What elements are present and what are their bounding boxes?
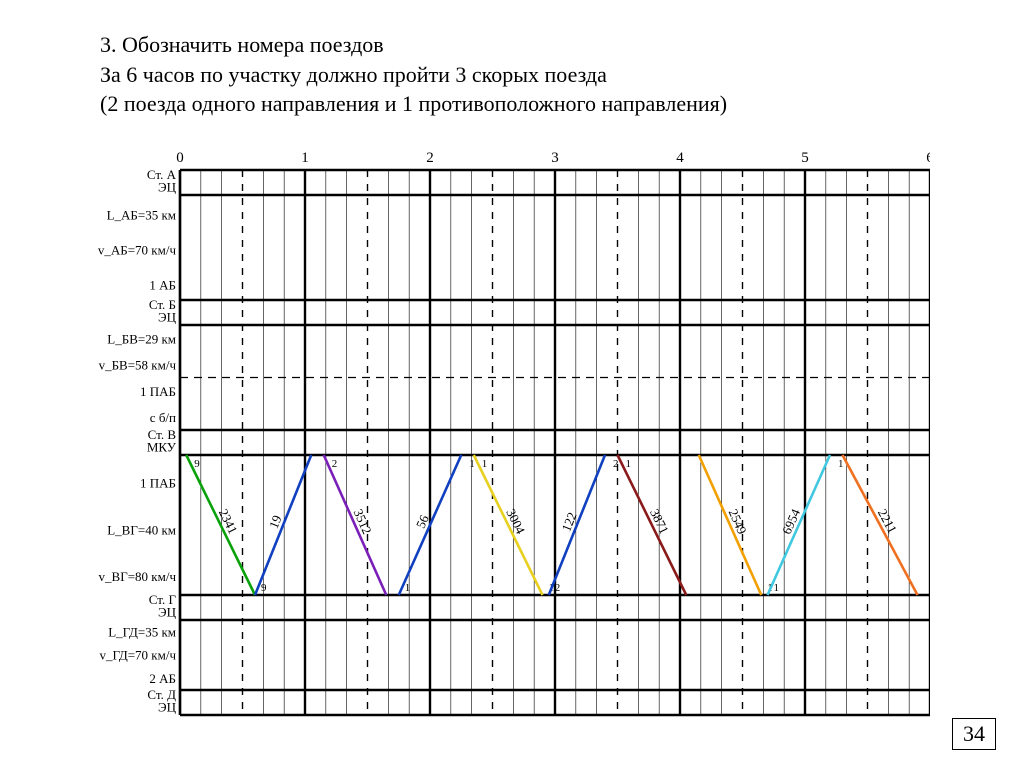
hour-label: 5 bbox=[801, 150, 809, 166]
row-label: ЭЦ bbox=[158, 699, 177, 714]
hour-label: 1 bbox=[301, 150, 309, 166]
end-digit: 2 bbox=[332, 458, 338, 470]
row-label: ЭЦ bbox=[158, 604, 177, 619]
row-label: v_ГД=70 км/ч bbox=[99, 648, 176, 663]
end-digit: 1 bbox=[774, 582, 780, 594]
title-line: 3. Обозначить номера поездов bbox=[100, 30, 727, 60]
row-label: 1 ПАБ bbox=[140, 384, 176, 399]
hour-label: 0 bbox=[176, 150, 184, 166]
end-digit: 1 bbox=[405, 582, 411, 594]
end-digit: 9 bbox=[261, 582, 267, 594]
end-digit: 2 bbox=[555, 582, 561, 594]
row-label: ЭЦ bbox=[158, 309, 177, 324]
row-label: 1 ПАБ bbox=[140, 476, 176, 491]
hour-label: 2 bbox=[426, 150, 434, 166]
row-label: L_ВГ=40 км bbox=[107, 522, 176, 537]
hour-label: 6 bbox=[926, 150, 930, 166]
row-label: v_АБ=70 км/ч bbox=[98, 243, 177, 258]
train-line bbox=[474, 455, 543, 595]
end-digit: 1 bbox=[626, 458, 632, 470]
train-number: 122 bbox=[558, 510, 579, 534]
row-label: L_ГД=35 км bbox=[108, 624, 176, 639]
row-label: 2 АБ bbox=[149, 671, 176, 686]
train-line bbox=[618, 455, 687, 595]
train-line bbox=[768, 455, 831, 595]
row-label: v_БВ=58 км/ч bbox=[99, 358, 177, 373]
row-label: L_АБ=35 км bbox=[107, 208, 176, 223]
row-label: МКУ bbox=[147, 439, 177, 454]
title-line: (2 поезда одного направления и 1 противо… bbox=[100, 89, 727, 119]
title-block: 3. Обозначить номера поездов За 6 часов … bbox=[100, 30, 727, 119]
end-digit: 1 bbox=[469, 458, 475, 470]
row-label: с б/п bbox=[150, 410, 176, 425]
chart-svg: 0123456Ст. АЭЦL_АБ=35 кмv_АБ=70 км/ч1 АБ… bbox=[90, 140, 930, 730]
train-line bbox=[186, 455, 255, 595]
train-graph: 0123456Ст. АЭЦL_АБ=35 кмv_АБ=70 км/ч1 АБ… bbox=[90, 140, 930, 735]
row-label: ЭЦ bbox=[158, 179, 177, 194]
row-label: v_ВГ=80 км/ч bbox=[99, 569, 177, 584]
train-line bbox=[699, 455, 762, 595]
page-number: 34 bbox=[952, 718, 996, 750]
train-line bbox=[324, 455, 387, 595]
end-digit: 1 bbox=[482, 458, 488, 470]
row-label: L_БВ=29 км bbox=[107, 331, 176, 346]
end-digit: 9 bbox=[194, 458, 200, 470]
end-digit: 1 bbox=[838, 458, 844, 470]
hour-label: 3 bbox=[551, 150, 559, 166]
hour-label: 4 bbox=[676, 150, 684, 166]
end-digit: 2 bbox=[613, 458, 619, 470]
train-line bbox=[843, 455, 918, 595]
row-label: 1 АБ bbox=[149, 278, 176, 293]
title-line: За 6 часов по участку должно пройти 3 ск… bbox=[100, 60, 727, 90]
